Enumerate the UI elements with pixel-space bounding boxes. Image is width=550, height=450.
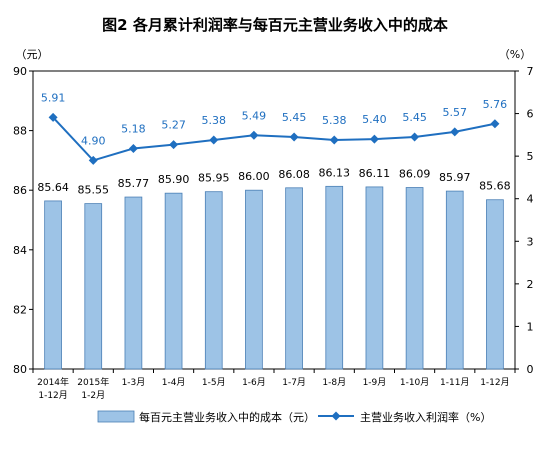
chart-title: 图2 各月累计利润率与每百元主营业务收入中的成本 [102, 16, 448, 34]
x-axis-tick-label: 1-10月 [400, 377, 429, 388]
right-axis-tick-label: 7 [527, 65, 534, 78]
x-axis-tick-label: 1-12月 [480, 377, 509, 388]
line-point [169, 140, 179, 150]
bar-data-label: 86.09 [399, 168, 431, 181]
bar-data-label: 85.55 [78, 184, 110, 197]
x-axis-tick-label: 1-7月 [282, 377, 306, 388]
legend-line-marker [331, 411, 341, 421]
bar [44, 200, 62, 370]
left-axis-tick-label: 90 [13, 65, 27, 78]
bar-data-label: 85.90 [158, 173, 190, 186]
line-data-label: 5.38 [202, 114, 227, 127]
right-axis-tick-label: 4 [527, 193, 534, 206]
line-point [209, 135, 219, 145]
left-axis-unit: （元） [16, 48, 49, 61]
bar [325, 185, 344, 370]
legend-bar-swatch [97, 410, 135, 423]
line-point [450, 127, 460, 137]
line-data-label: 5.40 [362, 113, 387, 126]
right-axis-unit: （%） [499, 48, 531, 61]
x-axis-tick-label: 1-2月 [81, 390, 105, 401]
chart-marks: 80 82 84 86 88 90 0 1 2 3 4 5 6 7 2014年 1-12月 2015年 1-2月 1… [13, 65, 534, 424]
line-point [48, 112, 58, 122]
bar [486, 199, 504, 370]
line-series-path [52, 116, 496, 162]
legend-line-label: 主营业务收入利润率（%） [360, 410, 491, 424]
x-axis-tick-label: 1-11月 [440, 377, 469, 388]
bar [285, 187, 303, 370]
right-axis-tick-label: 1 [527, 320, 534, 333]
bar-data-label: 86.13 [319, 166, 351, 179]
line-point [128, 143, 138, 153]
bar-data-label: 86.00 [238, 170, 270, 183]
x-axis-tick-label: 1-12月 [38, 390, 67, 401]
right-axis-tick-label: 3 [527, 235, 534, 248]
bar-data-label: 86.08 [278, 168, 310, 181]
line-data-label: 5.49 [242, 109, 267, 122]
line-point [490, 119, 500, 129]
line-point [249, 130, 259, 140]
line-data-label: 5.91 [41, 91, 66, 104]
bar-data-label: 85.68 [479, 180, 511, 193]
bar-data-label: 85.97 [439, 171, 471, 184]
x-axis-tick-label: 1-3月 [122, 377, 146, 388]
line-point [410, 132, 420, 142]
line-point [289, 132, 299, 142]
line-point [329, 135, 339, 145]
x-axis-tick-label: 1-8月 [322, 377, 346, 388]
x-axis-tick-label: 2015年 [77, 376, 109, 388]
line-data-label: 5.45 [282, 111, 307, 124]
x-axis-tick-label: 1-9月 [363, 377, 387, 388]
line-data-label: 5.76 [483, 98, 508, 111]
line-data-label: 5.57 [443, 106, 468, 119]
bar [245, 189, 263, 370]
left-axis-tick-label: 88 [13, 125, 27, 138]
line-data-label: 4.90 [81, 134, 106, 147]
x-axis-tick-label: 1-4月 [162, 377, 186, 388]
bar [84, 203, 103, 370]
x-axis-tick-label: 1-5月 [202, 377, 226, 388]
left-axis-tick-label: 82 [13, 303, 27, 316]
right-axis-tick-label: 6 [527, 108, 534, 121]
bar [124, 196, 143, 370]
bar-data-label: 85.64 [37, 181, 69, 194]
line-data-label: 5.27 [161, 119, 186, 132]
right-axis-tick-label: 0 [527, 363, 534, 376]
line-point [369, 134, 379, 144]
bar-data-label: 85.95 [198, 172, 230, 185]
line-data-label: 5.38 [322, 114, 347, 127]
line-point [88, 155, 98, 165]
left-axis-tick-label: 84 [13, 244, 27, 257]
x-axis-tick-label: 2014年 [37, 376, 69, 388]
bar [164, 192, 183, 370]
line-data-label: 5.45 [402, 111, 427, 124]
bar [405, 187, 424, 370]
bar [365, 186, 384, 370]
bar-data-label: 85.77 [118, 177, 150, 190]
left-axis-tick-label: 80 [13, 363, 27, 376]
x-axis-tick-label: 1-6月 [242, 377, 266, 388]
legend-bar-label: 每百元主营业务收入中的成本（元） [139, 410, 315, 424]
right-axis-tick-label: 2 [527, 278, 534, 291]
right-axis-tick-label: 5 [527, 150, 534, 163]
line-data-label: 5.18 [121, 122, 146, 135]
left-axis-tick-label: 86 [13, 184, 27, 197]
bar-data-label: 86.11 [359, 167, 391, 180]
bar [204, 191, 223, 370]
bar [445, 190, 464, 370]
